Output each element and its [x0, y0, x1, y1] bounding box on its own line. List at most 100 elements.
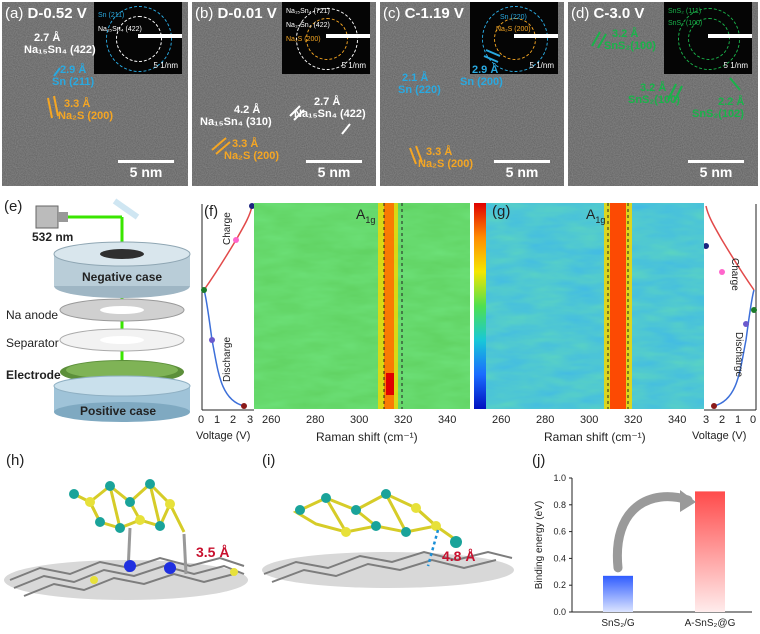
voltage-profile-f	[201, 203, 255, 411]
vtick-f-0: 0	[198, 414, 205, 426]
label-separator: Separator	[6, 336, 59, 350]
voltage-label-g: Voltage (V)	[692, 430, 747, 442]
saed-inset-a: Sn (211) Na₁₅Sn₄ (422) 5 1/nm	[94, 2, 182, 74]
xlabel-f: Raman shift (cm⁻¹)	[316, 430, 418, 444]
charge-label-f: Charge	[222, 212, 233, 245]
laser-nozzle	[58, 212, 68, 222]
s-atoms	[341, 503, 441, 537]
separator-hole	[100, 336, 144, 344]
xtick-f-340: 340	[438, 414, 457, 426]
tem-panel-a: (a) D-0.52 V Sn (211) Na₁₅Sn₄ (422) 5 1/…	[2, 2, 188, 186]
peak-label-f: A1g	[356, 206, 376, 225]
xtick-g-300: 300	[580, 414, 599, 426]
label-negative-case: Negative case	[82, 270, 163, 284]
mirror	[112, 198, 140, 220]
electrode-surface	[66, 361, 178, 379]
discharge-label-g: Discharge	[733, 332, 744, 378]
xtick-g-340: 340	[668, 414, 687, 426]
distance-label-h: 3.5 Å	[196, 544, 230, 560]
voltage-label-f: Voltage (V)	[196, 430, 251, 442]
vtick-g-3: 0	[750, 414, 757, 426]
lattice-markers-b	[211, 105, 351, 155]
discharge-label-f: Discharge	[222, 336, 233, 382]
bond-link	[182, 533, 188, 575]
tem-panel-c: (c) C-1.19 V Sn (220) Na₂S (200) 5 1/nm …	[380, 2, 564, 186]
xtick-g-280: 280	[536, 414, 555, 426]
vtick-g-2: 1	[735, 414, 742, 426]
trend-arrow	[612, 492, 693, 573]
bar-1	[695, 491, 725, 612]
charge-curve	[705, 205, 755, 291]
xtick-f-320: 320	[394, 414, 413, 426]
xlabel-g: Raman shift (cm⁻¹)	[544, 430, 646, 444]
binding-energy-chart: 0.0 0.2 0.4 0.6 0.8 1.0 Binding energy (eV) SnS…	[534, 473, 752, 629]
panel-label-b: (b) D-0.01 V	[195, 5, 277, 22]
distance-line	[426, 529, 440, 567]
charge-label-g: Charge	[729, 258, 740, 291]
lattice-markers-c	[409, 49, 501, 165]
panel-label-g: (g)	[492, 203, 511, 220]
panel-label-d: (d) C-3.0 V	[571, 5, 645, 22]
positive-case-bottom	[54, 402, 190, 422]
saed-inset-d: SnS₂ (111) SnS₂ (100) 5 1/nm	[664, 2, 752, 74]
scale-bar-b: 5 nm	[306, 160, 362, 180]
raman-heatmap-g	[486, 203, 704, 409]
y-tick-label: 0.2	[553, 580, 566, 590]
lattice-markers-a	[47, 67, 61, 119]
panel-label-j: (j)	[532, 452, 546, 469]
colorbar	[474, 203, 486, 409]
structure-i	[262, 489, 514, 588]
sn-atoms	[295, 489, 462, 548]
vtick-g-0: 3	[703, 414, 710, 426]
label-positive-case: Positive case	[80, 404, 157, 418]
cell-schematic	[35, 198, 191, 422]
raman-heatmap-f	[254, 203, 470, 409]
positive-case-top	[53, 375, 191, 397]
panel-label-f: (f)	[204, 203, 219, 220]
y-tick-label: 0.6	[553, 527, 566, 537]
y-tick-label: 0.8	[553, 500, 566, 510]
negative-case-window	[100, 249, 144, 259]
label-na-anode: Na anode	[6, 308, 59, 322]
tem-panel-b: (b) D-0.01 V Na₁₅Sn₄ (721) Na₁₅Sn₄ (422)…	[192, 2, 376, 186]
xtick-f-300: 300	[350, 414, 369, 426]
saed-inset-b: Na₁₅Sn₄ (721) Na₁₅Sn₄ (422) Na₂S (200) 5…	[282, 2, 370, 74]
panel-label-a: (a) D-0.52 V	[5, 5, 87, 22]
scale-bar-c: 5 nm	[494, 160, 550, 180]
lattice-markers-d	[591, 31, 741, 103]
xtick-g-320: 320	[624, 414, 643, 426]
bar-0	[603, 575, 633, 612]
trend-arrow-head	[680, 490, 696, 512]
category-label: SnS₂/G	[601, 618, 635, 629]
vtick-g-1: 2	[719, 414, 726, 426]
y-tick-label: 1.0	[553, 473, 566, 483]
xtick-g-260: 260	[492, 414, 511, 426]
defect-atom	[164, 562, 176, 574]
saed-inset-c: Sn (220) Na₂S (200) 5 1/nm	[470, 2, 558, 74]
distance-label-i: 4.8 Å	[442, 548, 476, 564]
sn-atoms	[69, 479, 165, 533]
sns2-cluster	[292, 492, 457, 542]
na-anode-hole	[100, 306, 144, 314]
vtick-f-3: 3	[247, 414, 254, 426]
laser-head	[35, 205, 59, 229]
scale-bar-a: 5 nm	[118, 160, 174, 180]
scale-bar-d: 5 nm	[688, 160, 744, 180]
laser-wavelength: 532 nm	[32, 230, 74, 244]
defect-atom	[124, 560, 136, 572]
tem-panel-d: (d) C-3.0 V SnS₂ (111) SnS₂ (100) 5 1/nm…	[568, 2, 758, 186]
label-electrode: Electrode	[6, 368, 61, 382]
panel-label-c: (c) C-1.19 V	[383, 5, 464, 22]
peak-label-g: A1g	[586, 206, 606, 225]
xtick-f-260: 260	[262, 414, 281, 426]
graphene-sheet	[262, 550, 514, 588]
y-axis-label: Binding energy (eV)	[534, 501, 545, 589]
s-atoms	[85, 497, 175, 525]
y-tick-label: 0.0	[553, 607, 566, 617]
xtick-f-280: 280	[306, 414, 325, 426]
panel-label-i: (i)	[262, 452, 276, 469]
panel-label-h: (h)	[6, 452, 25, 469]
y-tick-label: 0.4	[553, 553, 566, 563]
discharge-curve	[713, 289, 755, 407]
structure-h	[4, 479, 248, 600]
